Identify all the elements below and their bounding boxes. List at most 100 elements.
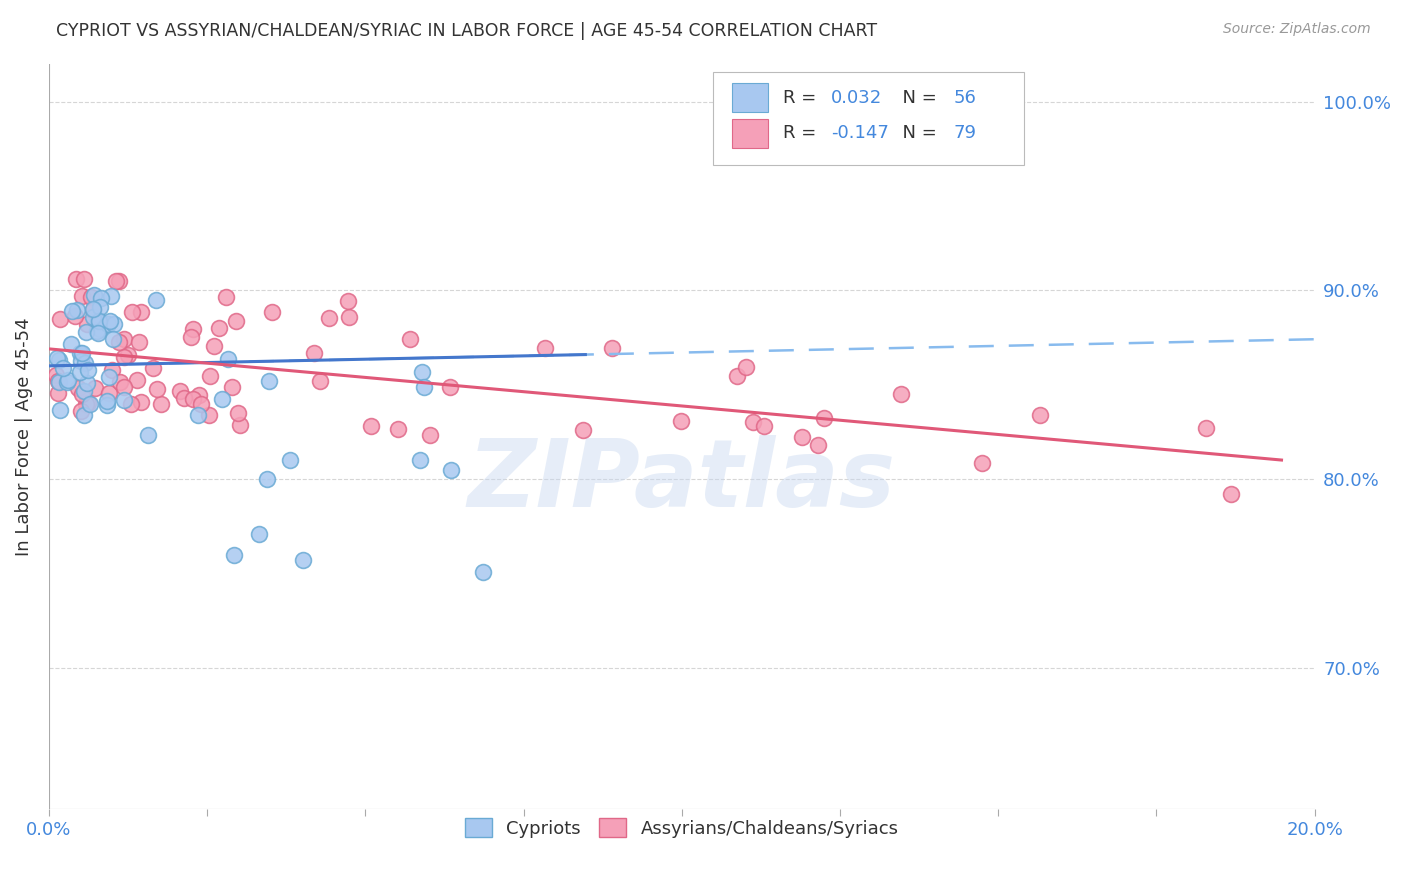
Point xyxy=(336,293,359,308)
Point xyxy=(69,403,91,417)
FancyBboxPatch shape xyxy=(733,120,768,147)
Point xyxy=(82,310,104,325)
Point xyxy=(202,339,225,353)
Point xyxy=(187,408,209,422)
Point xyxy=(86,324,108,338)
Point xyxy=(59,337,82,351)
Point xyxy=(108,334,131,349)
Text: 79: 79 xyxy=(953,124,977,143)
Point xyxy=(308,374,330,388)
Point xyxy=(87,326,110,340)
Point xyxy=(48,403,70,417)
Point xyxy=(173,391,195,405)
Point xyxy=(108,274,131,288)
Point xyxy=(256,472,278,486)
Point xyxy=(77,362,100,376)
Point xyxy=(48,375,70,389)
Point xyxy=(70,346,93,360)
Point xyxy=(360,418,382,433)
Point xyxy=(181,322,204,336)
Point xyxy=(56,375,79,389)
Point xyxy=(87,313,110,327)
Point xyxy=(70,289,93,303)
Text: -0.147: -0.147 xyxy=(831,124,889,143)
Text: CYPRIOT VS ASSYRIAN/CHALDEAN/SYRIAC IN LABOR FORCE | AGE 45-54 CORRELATION CHART: CYPRIOT VS ASSYRIAN/CHALDEAN/SYRIAC IN L… xyxy=(56,22,877,40)
Point xyxy=(200,368,222,383)
Point xyxy=(190,397,212,411)
Point xyxy=(77,396,100,410)
Point xyxy=(752,419,775,434)
Point xyxy=(48,386,70,401)
Point xyxy=(70,386,93,401)
Point xyxy=(49,312,72,326)
Point xyxy=(70,354,93,368)
Point xyxy=(103,317,125,331)
Point xyxy=(82,303,104,318)
Point xyxy=(600,341,623,355)
Point xyxy=(419,428,441,442)
Point xyxy=(65,272,87,286)
Point xyxy=(409,452,432,467)
Point xyxy=(412,380,434,394)
Point xyxy=(63,310,86,324)
Y-axis label: In Labor Force | Age 45-54: In Labor Force | Age 45-54 xyxy=(15,318,32,556)
Point xyxy=(387,422,409,436)
Point xyxy=(82,302,104,317)
Point xyxy=(112,350,135,364)
Point xyxy=(471,565,494,579)
Point xyxy=(121,304,143,318)
Point xyxy=(145,382,167,396)
Point xyxy=(52,360,75,375)
Point xyxy=(136,428,159,442)
Point xyxy=(169,384,191,398)
Point xyxy=(89,301,111,315)
Point xyxy=(48,353,70,368)
Point xyxy=(98,385,121,400)
Text: 0.032: 0.032 xyxy=(831,88,883,106)
Point xyxy=(215,290,238,304)
Point xyxy=(725,369,748,384)
Point xyxy=(75,326,97,340)
Point xyxy=(222,548,245,562)
Point xyxy=(198,409,221,423)
Point xyxy=(291,553,314,567)
Point xyxy=(411,365,433,379)
Point xyxy=(225,314,247,328)
Legend: Cypriots, Assyrians/Chaldeans/Syriacs: Cypriots, Assyrians/Chaldeans/Syriacs xyxy=(458,811,905,845)
Point xyxy=(120,397,142,411)
Point xyxy=(76,376,98,390)
Point xyxy=(226,406,249,420)
Point xyxy=(247,527,270,541)
Point xyxy=(399,333,422,347)
Point xyxy=(45,351,67,366)
Point xyxy=(73,384,96,399)
Point xyxy=(129,394,152,409)
Point xyxy=(217,351,239,366)
Point xyxy=(84,381,107,395)
Point xyxy=(142,360,165,375)
Point xyxy=(150,397,173,411)
Point xyxy=(104,274,127,288)
Point xyxy=(108,376,131,390)
Point xyxy=(259,374,281,388)
Point xyxy=(125,373,148,387)
Point xyxy=(75,356,97,370)
Point xyxy=(114,379,136,393)
Point xyxy=(112,332,135,346)
Point xyxy=(96,393,118,408)
Point xyxy=(83,288,105,302)
Point xyxy=(97,318,120,332)
Point xyxy=(439,380,461,394)
Point xyxy=(669,414,692,428)
Point xyxy=(45,368,67,383)
Point xyxy=(60,304,83,318)
Point xyxy=(58,373,80,387)
Point xyxy=(128,335,150,350)
Point xyxy=(131,305,153,319)
Point xyxy=(571,423,593,437)
Point xyxy=(66,303,89,318)
Text: N =: N = xyxy=(890,88,942,106)
Point xyxy=(278,453,301,467)
Point xyxy=(211,392,233,407)
FancyBboxPatch shape xyxy=(733,84,768,112)
